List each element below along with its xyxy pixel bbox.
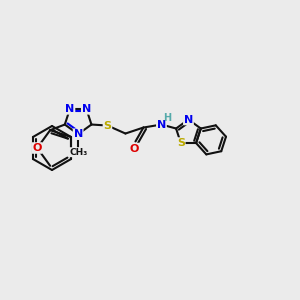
- Text: S: S: [103, 121, 111, 130]
- Text: H: H: [164, 112, 172, 122]
- Text: N: N: [65, 104, 74, 114]
- Text: CH₃: CH₃: [69, 148, 87, 157]
- Text: O: O: [130, 143, 139, 154]
- Text: O: O: [32, 143, 42, 153]
- Text: N: N: [184, 115, 193, 124]
- Text: N: N: [74, 129, 83, 139]
- Text: S: S: [177, 138, 185, 148]
- Text: N: N: [157, 119, 166, 130]
- Text: N: N: [82, 104, 91, 114]
